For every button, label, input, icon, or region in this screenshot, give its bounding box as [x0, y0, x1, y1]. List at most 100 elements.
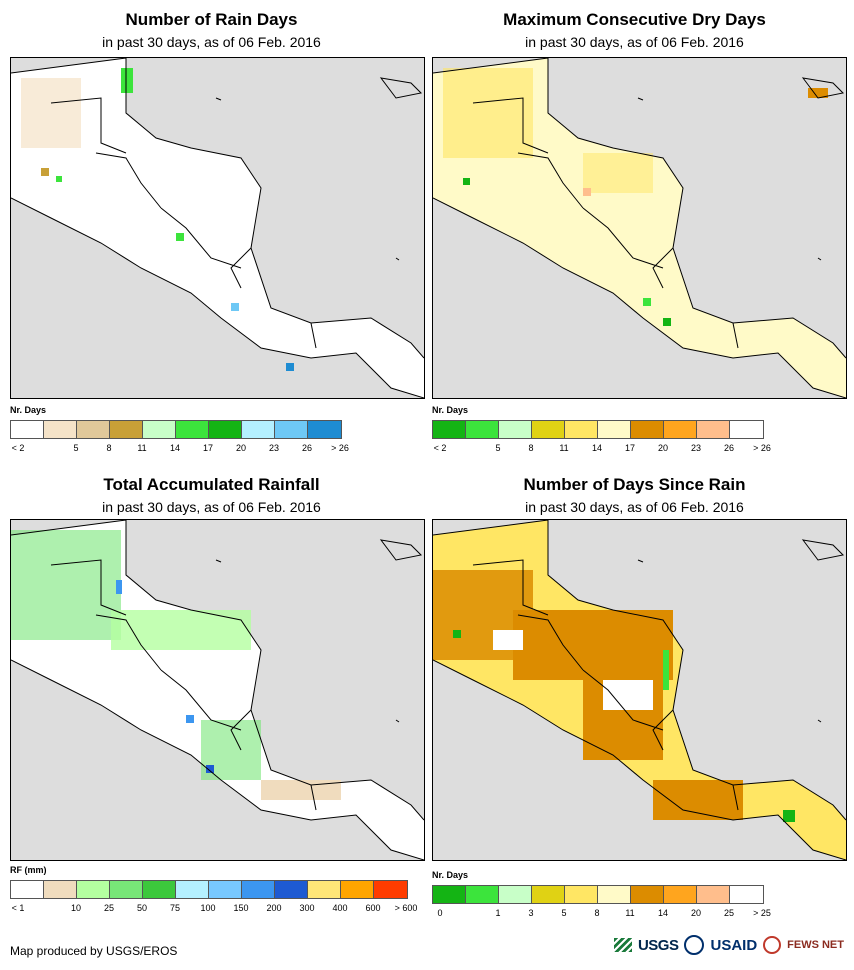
- legend-label: 14: [169, 443, 181, 453]
- map-days-since-rain[interactable]: [432, 519, 847, 861]
- legend-label: 26: [723, 443, 735, 453]
- panel-title: Total Accumulated Rainfall: [103, 475, 320, 494]
- legend-swatch: [77, 421, 110, 438]
- legend-label: 400: [332, 903, 348, 913]
- panel-subtitle: in past 30 days, as of 06 Feb. 2016: [102, 499, 321, 515]
- legend-swatch: [209, 881, 242, 898]
- legend-label: 17: [624, 443, 636, 453]
- usaid-logo: USAID: [710, 936, 758, 954]
- legend-label: 200: [266, 903, 282, 913]
- legend-swatch: [532, 886, 565, 903]
- legend-swatch: [77, 881, 110, 898]
- legend-swatch: [697, 886, 730, 903]
- legend-label: 8: [594, 908, 600, 918]
- legend-label: 8: [528, 443, 534, 453]
- legend-swatch: [631, 886, 664, 903]
- legend-swatch: [499, 886, 532, 903]
- legend-swatch: [176, 421, 209, 438]
- panel-title: Maximum Consecutive Dry Days: [503, 10, 766, 29]
- legend-label: 25: [723, 908, 735, 918]
- legend-title: Nr. Days: [432, 405, 469, 415]
- panel-title: Number of Days Since Rain: [523, 475, 746, 494]
- legend-label: 26: [301, 443, 313, 453]
- legend-label: 10: [70, 903, 82, 913]
- legend-label: 20: [657, 443, 669, 453]
- legend-label: 3: [528, 908, 534, 918]
- map-rain-days[interactable]: [10, 57, 425, 399]
- legend-swatch: [308, 881, 341, 898]
- legend-swatch: [730, 421, 763, 438]
- legend-label: 25: [103, 903, 115, 913]
- legend-colorbar: [10, 880, 408, 899]
- legend-swatch: [664, 421, 697, 438]
- legend-swatch: [110, 881, 143, 898]
- legend-label: > 26: [331, 443, 349, 453]
- legend-label: > 600: [394, 903, 418, 913]
- legend-swatch: [598, 886, 631, 903]
- legend-colorbar: [432, 420, 764, 439]
- legend-swatch: [44, 881, 77, 898]
- legend-label: 5: [495, 443, 501, 453]
- usgs-logo-icon: [613, 938, 632, 952]
- legend-label: < 2: [433, 443, 447, 453]
- panel-subtitle: in past 30 days, as of 06 Feb. 2016: [525, 499, 744, 515]
- legend-label: > 26: [753, 443, 771, 453]
- map-max-dry-days[interactable]: [432, 57, 847, 399]
- legend-swatch: [341, 881, 374, 898]
- legend-swatch: [499, 421, 532, 438]
- legend-label: 20: [690, 908, 702, 918]
- legend-swatch: [242, 421, 275, 438]
- legend-label: > 25: [753, 908, 771, 918]
- legend-swatch: [631, 421, 664, 438]
- legend-swatch: [433, 421, 466, 438]
- legend-swatch: [308, 421, 341, 438]
- agency-logos: USGS USAID FEWS NET: [613, 932, 844, 958]
- legend-swatch: [275, 881, 308, 898]
- legend-swatch: [11, 881, 44, 898]
- legend-swatch: [598, 421, 631, 438]
- panel-title: Number of Rain Days: [125, 10, 298, 29]
- legend-colorbar: [432, 885, 764, 904]
- credit-text: Map produced by USGS/EROS: [10, 944, 178, 958]
- legend-label: 75: [169, 903, 181, 913]
- legend-label: < 2: [11, 443, 25, 453]
- panel-subtitle: in past 30 days, as of 06 Feb. 2016: [525, 34, 744, 50]
- legend-label: 5: [561, 908, 567, 918]
- legend-swatch: [275, 421, 308, 438]
- legend-label: 20: [235, 443, 247, 453]
- legend-label: 17: [202, 443, 214, 453]
- legend-swatch: [664, 886, 697, 903]
- legend-swatch: [532, 421, 565, 438]
- legend-label: 150: [233, 903, 249, 913]
- legend-swatch: [466, 886, 499, 903]
- legend-swatch: [143, 881, 176, 898]
- legend-swatch: [565, 421, 598, 438]
- legend-colorbar: [10, 420, 342, 439]
- usgs-logo: USGS: [637, 936, 679, 954]
- legend-swatch: [242, 881, 275, 898]
- panel-subtitle: in past 30 days, as of 06 Feb. 2016: [102, 34, 321, 50]
- legend-label: 23: [268, 443, 280, 453]
- legend-label: 11: [559, 443, 569, 453]
- legend-title: Nr. Days: [432, 870, 469, 880]
- legend-swatch: [466, 421, 499, 438]
- legend-label: < 1: [11, 903, 25, 913]
- fewsnet-logo-icon: [763, 936, 782, 954]
- legend-swatch: [697, 421, 730, 438]
- panel-days-since-rain: Number of Days Since Rain in past 30 day…: [423, 465, 847, 935]
- legend-label: 5: [73, 443, 79, 453]
- legend-title: RF (mm): [10, 865, 47, 875]
- fewsnet-logo: FEWS NET: [787, 939, 844, 951]
- panel-max-dry-days: Maximum Consecutive Dry Days in past 30 …: [423, 0, 847, 470]
- legend-swatch: [209, 421, 242, 438]
- legend-swatch: [176, 881, 209, 898]
- legend-label: 23: [690, 443, 702, 453]
- legend-swatch: [143, 421, 176, 438]
- legend-swatch: [11, 421, 44, 438]
- legend-swatch: [433, 886, 466, 903]
- legend-swatch: [565, 886, 598, 903]
- map-total-rainfall[interactable]: [10, 519, 425, 861]
- legend-label: 1: [495, 908, 501, 918]
- panel-rain-days: Number of Rain Days in past 30 days, as …: [0, 0, 425, 470]
- legend-swatch: [374, 881, 407, 898]
